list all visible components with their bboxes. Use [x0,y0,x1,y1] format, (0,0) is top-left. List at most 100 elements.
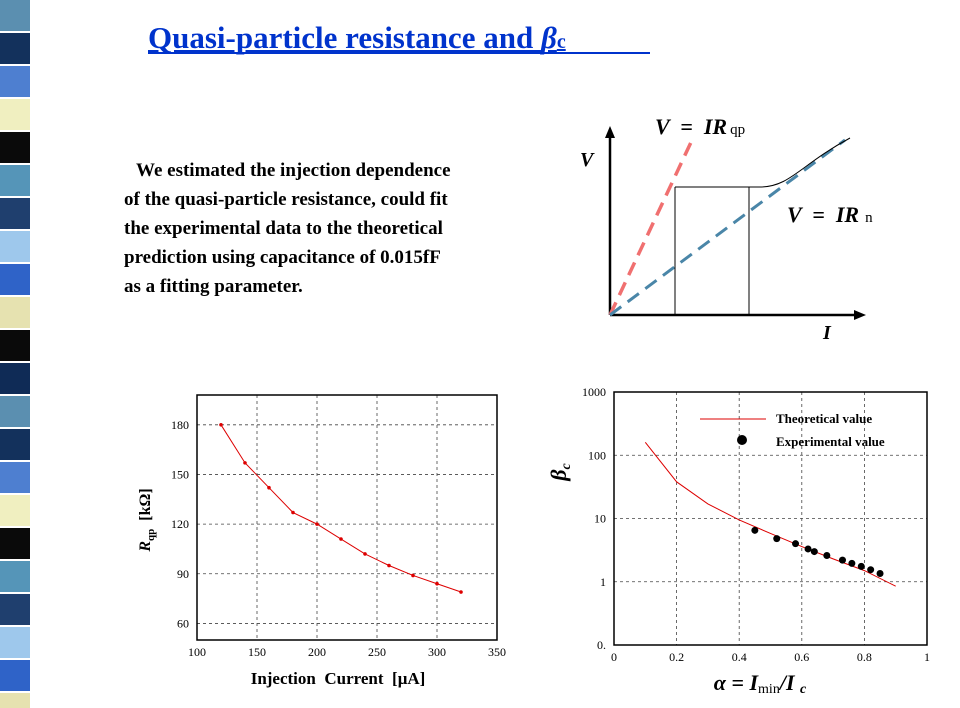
stripe-block [0,0,30,31]
x-tick-label: 250 [368,645,386,659]
data-point [848,559,856,567]
series-line [644,442,896,587]
stripe-block [0,594,30,625]
stripe-block [0,33,30,64]
data-point [810,548,818,556]
axis-label: V [580,149,595,171]
stripe-block [0,693,30,708]
body-line: as a fitting parameter. [124,276,303,297]
data-point [459,590,463,594]
axis-label: I [822,322,832,344]
qp-line [608,137,695,316]
body-line: of the quasi-particle resistance, could … [124,189,448,210]
stripe-block [0,165,30,196]
data-point [857,562,865,570]
x-tick-label: 350 [488,645,506,659]
qp-label: V = IR qp [655,114,745,139]
x-tick-label: 300 [428,645,446,659]
label-sub: c [559,462,574,469]
y-axis-label: Rqp [kΩ] [137,488,157,552]
stripe-block [0,363,30,394]
stripe-block [0,264,30,295]
decor-stripe [0,0,30,708]
x-tick-label: 0 [611,650,617,664]
x-tick-label: 150 [248,645,266,659]
data-point [243,461,247,465]
plot-frame [196,394,498,641]
label-part: min [758,682,780,697]
data-point [315,522,319,526]
data-point [363,552,367,556]
data-point [291,510,295,515]
data-point [219,422,223,427]
label-unit: [kΩ] [137,488,154,528]
label-sub: qp [730,122,745,138]
stripe-block [0,198,30,229]
stripe-block [0,330,30,361]
stripe-block [0,297,30,328]
x-tick-label: 0.4 [732,650,747,664]
n-line [609,138,846,317]
y-tick-label: 120 [171,517,189,531]
y-axis-label: βc [546,462,574,481]
plot-frame [613,391,928,646]
data-point [339,537,343,541]
legend-swatch [737,435,747,445]
stripe-block [0,627,30,658]
stripe-block [0,561,30,592]
data-point [387,563,391,568]
data-point [823,552,831,560]
data-point [792,540,800,548]
x-tick-label: 0.2 [669,650,684,664]
stripe-block [0,132,30,163]
slide-title: Quasi-particle resistance and βc [148,20,566,55]
stripe-block [0,528,30,559]
stripe-block [0,231,30,262]
body-text: We estimated the injection dependence of … [124,160,451,297]
label-main: V = IR [655,114,727,139]
y-tick-label: 100 [588,448,606,462]
x-tick-label: 0.6 [794,650,809,664]
y-tick-label: 10 [594,512,606,526]
x-axis-label: Injection Current [μA] [251,669,426,688]
title-sub: c [557,31,566,53]
chart: 0 0.2 0.4 0.6 0.8 1 0. 1 10 100 1000 Theoretical va… [582,385,930,664]
x-tick-label: 0.8 [857,650,872,664]
label-part: α = I [714,670,760,695]
data-point [267,485,271,490]
title-greek: β [540,20,557,55]
data-point [751,526,759,534]
x-tick-label: 1 [924,650,930,664]
chart: 100 150 200 250 300 350 60 90 120 150 180 [171,394,506,659]
stripe-block [0,66,30,97]
x-axis-label: α = Imin/I c [714,670,807,697]
y-tick-label: 90 [177,567,189,581]
n-label: V = IR n [787,202,873,227]
body-line: prediction using capacitance of 0.015fF [124,247,441,268]
stripe-block [0,660,30,691]
stripe-block [0,429,30,460]
data-point [411,573,415,578]
arrow [854,310,866,320]
y-tick-label: 180 [171,418,189,432]
vi-diagram: V I V = IR qp V = IR n [580,114,873,344]
y-tick-label: 0. [597,638,606,652]
y-tick-label: 60 [177,616,189,630]
iv-curve [675,137,851,188]
label-main: V = IR [787,202,859,227]
body-line: We estimated the injection dependence [136,160,451,181]
data-point [773,535,781,543]
stripe-block [0,495,30,526]
data-point [435,581,439,586]
x-tick-label: 100 [188,645,206,659]
stripe-block [0,99,30,130]
label-main: β [546,469,571,482]
label-part: /I [778,670,800,695]
arrow [605,126,615,138]
data-point [876,570,884,578]
legend-label: Experimental value [776,434,885,449]
stripe-block [0,396,30,427]
label-sub: n [865,210,873,226]
title-text: Quasi-particle resistance and [148,20,541,55]
